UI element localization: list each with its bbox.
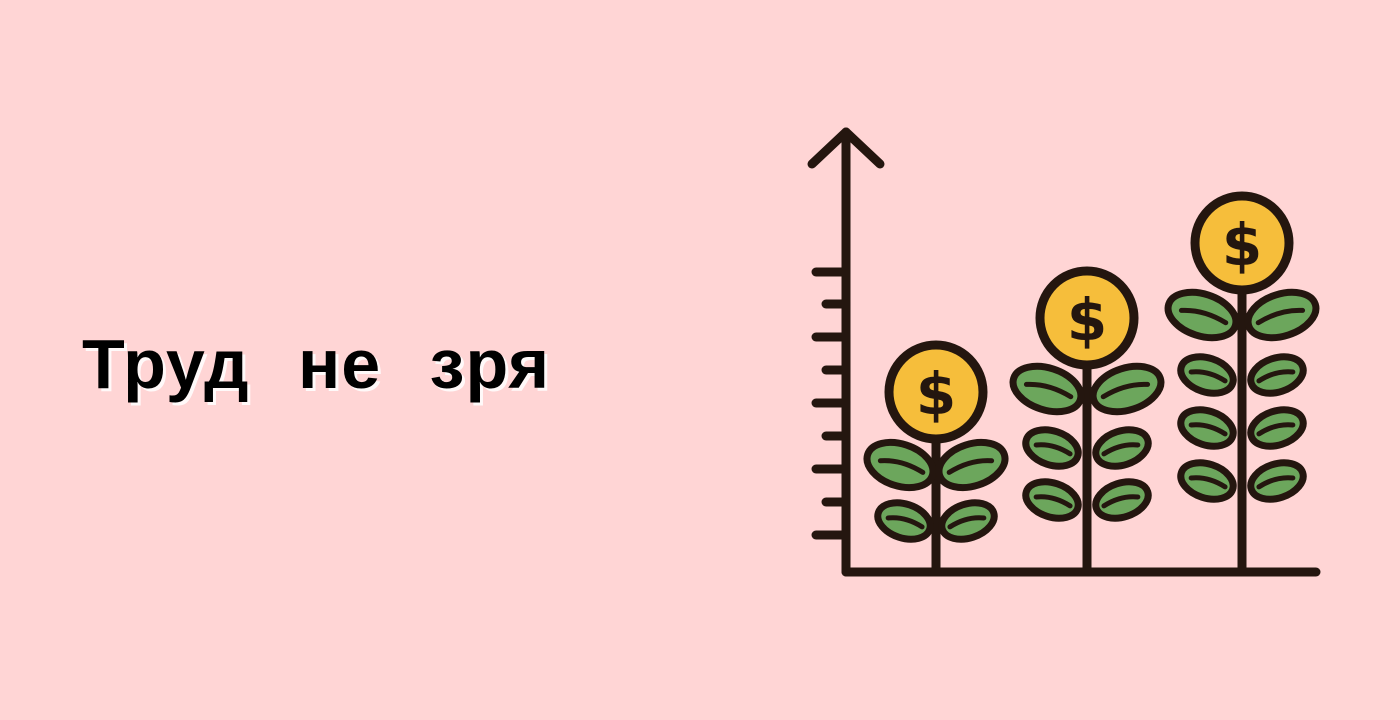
leaf-icon — [1092, 478, 1152, 522]
leaf-icon — [1244, 288, 1320, 342]
leaf-icon — [1022, 426, 1082, 470]
leaf-icon — [1009, 362, 1085, 416]
leaf-icon — [863, 438, 937, 492]
leaf-icon — [1164, 288, 1240, 342]
money-plant-medium: $ — [1009, 266, 1165, 575]
leaf-icon — [1177, 406, 1237, 450]
coin-icon: $ — [1190, 191, 1294, 295]
leaf-icon — [1247, 459, 1307, 503]
leaf-icon — [1247, 353, 1307, 397]
coin-dollar-sign: $ — [916, 360, 956, 428]
y-axis-arrow-head — [807, 127, 885, 169]
leaf-icon — [1092, 426, 1152, 470]
leaf-icon — [1089, 362, 1165, 416]
leaf-icon — [1247, 406, 1307, 450]
money-plant-small: $ — [863, 340, 1009, 575]
leaf-icon — [1022, 478, 1082, 522]
money-plant-growth-chart-icon: $ $ — [807, 127, 1321, 577]
leaf-icon — [1177, 353, 1237, 397]
coin-dollar-sign: $ — [1067, 286, 1107, 354]
coin-dollar-sign: $ — [1222, 211, 1262, 279]
leaf-icon — [874, 499, 934, 543]
leaf-icon — [935, 438, 1009, 492]
y-axis-ticks — [811, 267, 851, 540]
leaf-icon — [938, 499, 998, 543]
headline: Труд не зря — [82, 325, 551, 403]
coin-icon: $ — [884, 340, 988, 444]
coin-icon: $ — [1035, 266, 1139, 370]
leaf-icon — [1177, 459, 1237, 503]
money-plant-tall: $ — [1164, 191, 1320, 575]
